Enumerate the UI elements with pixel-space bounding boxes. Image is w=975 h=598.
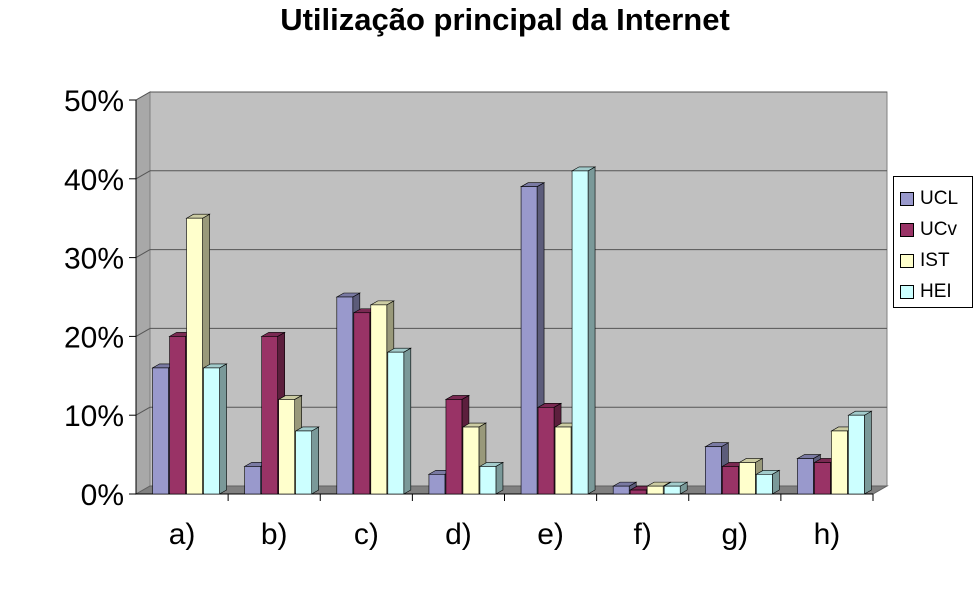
bar xyxy=(462,426,480,495)
bar-side xyxy=(587,166,596,495)
legend-item: HEI xyxy=(900,276,972,307)
bar xyxy=(203,367,220,495)
bar xyxy=(646,485,664,495)
bar-side xyxy=(311,426,319,495)
bar-side xyxy=(403,347,412,495)
bar xyxy=(571,170,589,495)
legend-label: UCL xyxy=(920,187,959,209)
bar xyxy=(756,473,773,495)
bar xyxy=(814,462,831,495)
plot-side-wall xyxy=(135,91,151,495)
bar xyxy=(261,336,278,495)
bar xyxy=(537,407,555,495)
bar xyxy=(520,186,538,495)
gridline-side xyxy=(135,91,151,101)
bar xyxy=(370,304,388,495)
legend-item: UCL xyxy=(900,183,972,214)
bar xyxy=(629,489,647,495)
bar-side xyxy=(495,461,504,495)
y-tick-label: 40% xyxy=(64,164,124,197)
bar xyxy=(244,466,261,495)
gridline-side xyxy=(135,406,151,416)
legend-swatch xyxy=(900,222,914,237)
y-tick-label: 30% xyxy=(64,243,124,276)
bar xyxy=(554,426,572,495)
bar-side xyxy=(219,363,227,495)
y-tick-label: 0% xyxy=(81,479,124,512)
bar xyxy=(387,351,405,495)
bar xyxy=(278,399,295,495)
bar xyxy=(663,485,681,495)
bar xyxy=(831,430,848,495)
chart-title: Utilização principal da Internet xyxy=(280,2,730,37)
x-tick-label: g) xyxy=(721,518,748,551)
bar xyxy=(848,414,865,495)
plot-back-wall xyxy=(149,91,888,487)
bar xyxy=(612,485,630,495)
x-tick-label: f) xyxy=(634,518,652,551)
legend-item: UCv xyxy=(900,214,972,245)
legend-label: HEI xyxy=(920,280,952,302)
bar xyxy=(722,466,739,495)
legend-label: IST xyxy=(920,249,950,271)
y-tick-label: 20% xyxy=(64,321,124,354)
bar xyxy=(336,296,354,495)
bar xyxy=(479,466,497,495)
gridline-side xyxy=(135,327,151,337)
y-tick-label: 50% xyxy=(64,85,124,118)
legend: UCL UCv IST HEI xyxy=(893,176,973,308)
bar-side xyxy=(864,410,872,495)
x-tick-label: b) xyxy=(261,518,288,551)
gridline-side xyxy=(135,249,151,259)
bar xyxy=(797,458,814,495)
legend-item: IST xyxy=(900,245,972,276)
x-tick-label: c) xyxy=(354,518,379,551)
bar xyxy=(445,399,463,495)
x-tick-label: d) xyxy=(445,518,472,551)
legend-swatch xyxy=(900,191,914,206)
bar xyxy=(295,430,312,495)
x-tick-label: h) xyxy=(814,518,841,551)
legend-label: UCv xyxy=(920,218,957,240)
x-tick-label: e) xyxy=(537,518,564,551)
legend-swatch xyxy=(900,284,914,299)
bar xyxy=(428,473,446,495)
bar xyxy=(152,367,169,495)
legend-swatch xyxy=(900,253,914,268)
y-tick-label: 10% xyxy=(64,400,124,433)
bar xyxy=(186,217,203,495)
bar xyxy=(705,446,722,495)
gridline-side xyxy=(135,170,151,180)
bar xyxy=(353,312,371,495)
bar xyxy=(739,462,756,495)
x-tick-label: a) xyxy=(169,518,196,551)
bar xyxy=(169,336,186,495)
